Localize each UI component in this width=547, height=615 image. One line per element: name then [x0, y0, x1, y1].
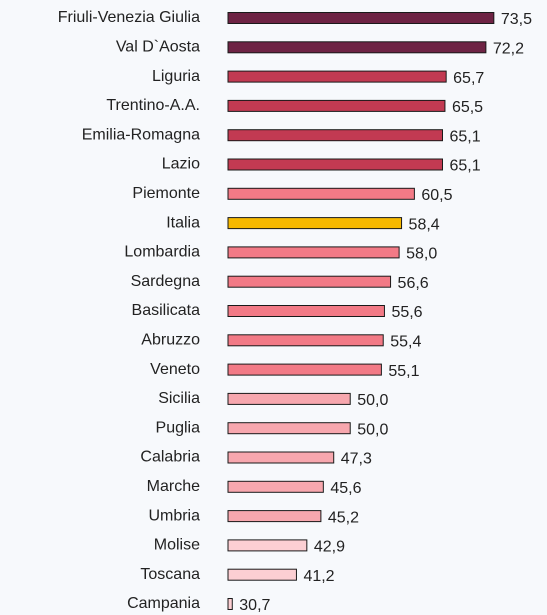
value-label: 72,2 [493, 41, 524, 58]
bar [227, 392, 351, 405]
bar [227, 363, 382, 376]
value-label: 58,4 [409, 216, 440, 233]
bar [227, 158, 443, 171]
category-label: Emilia-Romagna [82, 126, 200, 143]
bar [227, 275, 392, 288]
category-label: Basilicata [132, 302, 201, 319]
value-label: 50,0 [357, 392, 388, 409]
category-label: Italia [166, 214, 200, 231]
value-label: 45,6 [330, 480, 361, 497]
category-label: Liguria [152, 68, 200, 85]
bar [227, 539, 308, 552]
category-label: Campania [127, 595, 200, 612]
category-label: Trentino-A.A. [106, 97, 200, 114]
bar [227, 187, 415, 200]
category-label: Molise [154, 537, 200, 554]
category-label: Puglia [156, 419, 201, 436]
value-label: 42,9 [314, 539, 345, 556]
value-label: 55,1 [388, 363, 419, 380]
category-label: Lazio [162, 156, 200, 173]
category-label: Piemonte [132, 185, 200, 202]
value-label: 45,2 [328, 509, 359, 526]
category-label: Val D`Aosta [116, 39, 200, 56]
bar [227, 70, 447, 83]
bar [227, 510, 322, 523]
value-label: 65,1 [450, 158, 481, 175]
bar [227, 305, 385, 317]
bar [227, 334, 384, 347]
bar [227, 99, 446, 112]
category-label: Sicilia [158, 390, 200, 407]
bar [227, 568, 297, 581]
category-label: Lombardia [124, 244, 200, 261]
bar [227, 41, 487, 54]
bar [227, 422, 351, 435]
value-label: 58,0 [406, 246, 437, 263]
value-label: 55,6 [391, 304, 422, 321]
value-label: 30,7 [239, 597, 270, 614]
value-label: 50,0 [357, 421, 388, 438]
category-label: Abruzzo [141, 332, 200, 349]
bar [227, 246, 400, 259]
category-label: Toscana [140, 566, 200, 583]
category-label: Marche [147, 478, 200, 495]
bar [227, 480, 324, 493]
category-label: Calabria [140, 449, 200, 466]
value-label: 47,3 [341, 451, 372, 468]
bar [227, 129, 443, 142]
bar [227, 217, 403, 230]
value-label: 65,7 [453, 70, 484, 87]
category-label: Veneto [150, 361, 200, 378]
value-label: 55,4 [390, 334, 421, 351]
bar [227, 12, 495, 24]
bar [227, 598, 233, 610]
value-label: 65,1 [450, 128, 481, 145]
value-label: 56,6 [398, 275, 429, 292]
category-label: Friuli-Venezia Giulia [58, 9, 200, 26]
bar [227, 451, 335, 464]
category-label: Sardegna [131, 273, 200, 290]
value-label: 65,5 [452, 99, 483, 116]
value-label: 73,5 [501, 11, 532, 28]
value-label: 41,2 [303, 568, 334, 585]
value-label: 60,5 [421, 187, 452, 204]
category-label: Umbria [148, 507, 200, 524]
